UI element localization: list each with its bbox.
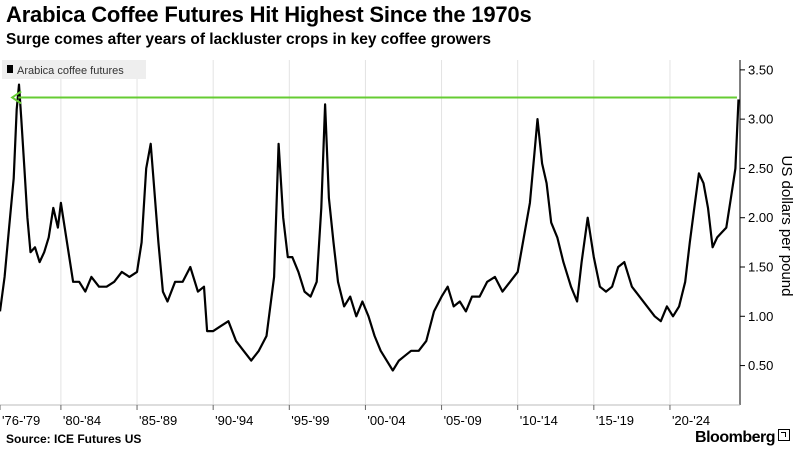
- x-tick-label: '76-'79: [2, 413, 40, 428]
- legend-label: Arabica coffee futures: [17, 65, 124, 77]
- y-tick-label: 0.50: [748, 358, 773, 373]
- chart-subtitle: Surge comes after years of lackluster cr…: [6, 31, 492, 48]
- x-tick-label: '90-'94: [215, 413, 253, 428]
- annotation-layer: [10, 90, 737, 105]
- x-tick-label: '00-'04: [367, 413, 405, 428]
- y-tick-label: 3.50: [748, 62, 773, 77]
- brand-text: Bloomberg: [695, 429, 775, 446]
- x-tick-label: '10-'14: [520, 413, 558, 428]
- y-tick-label: 2.50: [748, 161, 773, 176]
- brand-logo: Bloomberg: [695, 429, 790, 447]
- y-ticks: 0.50 1.00 1.50 2.00 2.50 3.00 3.50: [740, 62, 773, 373]
- x-tick-label: '80-'84: [63, 413, 101, 428]
- source-note: Source: ICE Futures US: [6, 432, 142, 446]
- y-tick-label: 2.00: [748, 210, 773, 225]
- x-tick-label: '05-'09: [444, 413, 482, 428]
- series-layer: [0, 83, 740, 372]
- x-gridlines: [60, 60, 671, 405]
- x-ticks: '76-'79 '80-'84 '85-'89 '90-'94 '95-'99 '00-'…: [0, 405, 710, 428]
- y-axis-label: US dollars per pound: [778, 156, 795, 297]
- x-tick-label: '95-'99: [291, 413, 329, 428]
- highlight-arrow-head: [10, 90, 22, 105]
- x-tick-label: '85-'89: [139, 413, 177, 428]
- chart-title: Arabica Coffee Futures Hit Highest Since…: [6, 2, 532, 27]
- series-line: [0, 83, 740, 372]
- legend: Arabica coffee futures: [2, 60, 146, 79]
- legend-swatch: [7, 65, 13, 73]
- x-tick-label: '15-'19: [596, 413, 634, 428]
- y-tick-label: 1.50: [748, 260, 773, 275]
- x-tick-label: '20-'24: [672, 413, 710, 428]
- y-tick-label: 1.00: [748, 309, 773, 324]
- bloomberg-mark-icon: [778, 429, 790, 441]
- legend-background: [2, 60, 146, 79]
- y-tick-label: 3.00: [748, 112, 773, 127]
